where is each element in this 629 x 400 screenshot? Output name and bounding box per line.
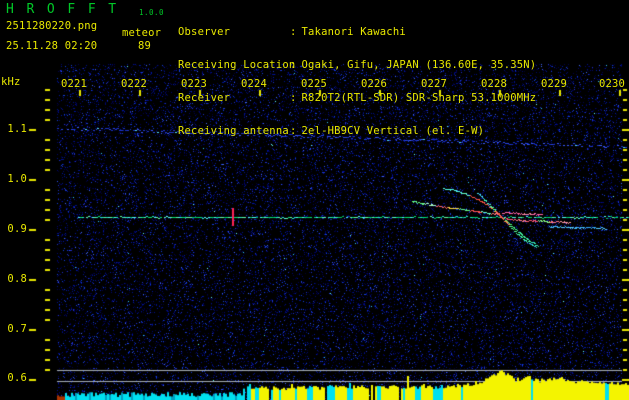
freq-tick-label: 0.6 <box>7 372 27 384</box>
time-tick-label: 0221 <box>60 78 88 90</box>
colon-separator: : <box>290 92 297 104</box>
time-tick-label: 0223 <box>180 78 208 90</box>
khz-axis-label: kHz <box>1 76 21 88</box>
header-field-value: Ogaki, Gifu, JAPAN (136.60E, 35.35N) <box>301 59 537 71</box>
station-metadata: Observer: Takanori Kawachi Receiving Loca… <box>178 5 536 159</box>
colon-separator: : <box>290 125 297 137</box>
header-field-label: Receiving Location <box>178 59 296 71</box>
header-field-row: Receiving Location: Ogaki, Gifu, JAPAN (1… <box>178 60 536 71</box>
app-version: 1.0.0 <box>139 8 165 17</box>
freq-tick-label: 0.9 <box>7 223 27 235</box>
time-tick-label: 0225 <box>300 78 328 90</box>
time-tick-label: 0230 <box>598 78 626 90</box>
freq-tick-label: 1.1 <box>7 123 27 135</box>
header-field-value: 2el-HB9CV Vertical (el. E-W) <box>301 125 485 137</box>
colon-separator: : <box>290 26 297 38</box>
time-tick-label: 0226 <box>360 78 388 90</box>
freq-tick-label: 0.7 <box>7 323 27 335</box>
header-field-label: Observer <box>178 26 231 38</box>
freq-tick-label: 1.0 <box>7 173 27 185</box>
time-tick-label: 0227 <box>420 78 448 90</box>
time-tick-label: 0224 <box>240 78 268 90</box>
freq-tick-label: 0.8 <box>7 273 27 285</box>
header-field-value: R820T2(RTL-SDR) SDR-Sharp 53.1000MHz <box>301 92 537 104</box>
header-field-label: Receiver <box>178 92 231 104</box>
observation-mode: meteor <box>122 27 162 39</box>
observation-datetime: 25.11.28 02:20 <box>6 40 98 52</box>
echo-count: 89 <box>138 40 152 52</box>
time-tick-label: 0222 <box>120 78 148 90</box>
header-field-value: Takanori Kawachi <box>301 26 406 38</box>
header-field-row: Receiver: R820T2(RTL-SDR) SDR-Sharp 53.10… <box>178 93 536 104</box>
time-tick-label: 0229 <box>540 78 568 90</box>
output-filename: 2511280220.png <box>6 20 98 32</box>
app-title: H R O F F T <box>6 2 119 17</box>
colon-separator: : <box>290 59 297 71</box>
header-field-row: Observer: Takanori Kawachi <box>178 27 536 38</box>
header-field-label: Receiving antenna <box>178 125 289 137</box>
time-tick-label: 0228 <box>480 78 508 90</box>
header-field-row: Receiving antenna:2el-HB9CV Vertical (el… <box>178 126 536 137</box>
